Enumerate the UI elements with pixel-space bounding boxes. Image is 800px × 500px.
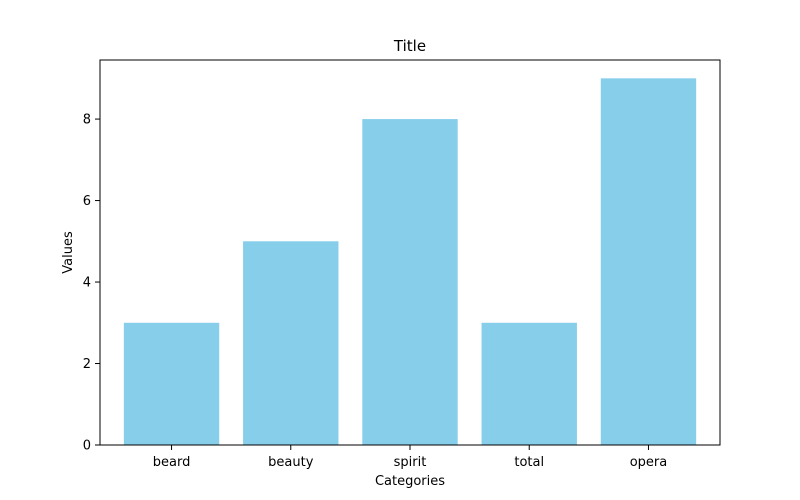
y-axis-ticks: 0 2 4 6 8	[83, 113, 100, 454]
bar-opera	[600, 78, 697, 445]
y-tick-label: 4	[83, 276, 91, 291]
y-axis-title: Values	[61, 231, 76, 274]
x-axis-title: Categories	[375, 474, 445, 489]
bar-spirit	[362, 119, 458, 446]
bars	[123, 78, 697, 446]
x-tick-label-opera: opera	[630, 455, 668, 470]
x-tick-label-beard: beard	[153, 455, 191, 470]
bar-total	[481, 322, 577, 445]
y-tick-label: 6	[83, 194, 91, 209]
x-axis-ticks: beard beauty spirit total opera	[153, 445, 667, 470]
bar-beauty	[243, 241, 339, 445]
x-tick-label-total: total	[514, 455, 544, 470]
y-tick-label: 8	[83, 113, 91, 128]
chart-title: Title	[393, 37, 426, 55]
bar-beard	[123, 322, 220, 445]
y-tick-label: 0	[83, 439, 91, 454]
x-tick-label-spirit: spirit	[394, 455, 427, 470]
x-tick-label-beauty: beauty	[268, 455, 314, 470]
plot-area-frame	[99, 59, 721, 446]
y-tick-label: 2	[83, 357, 91, 372]
